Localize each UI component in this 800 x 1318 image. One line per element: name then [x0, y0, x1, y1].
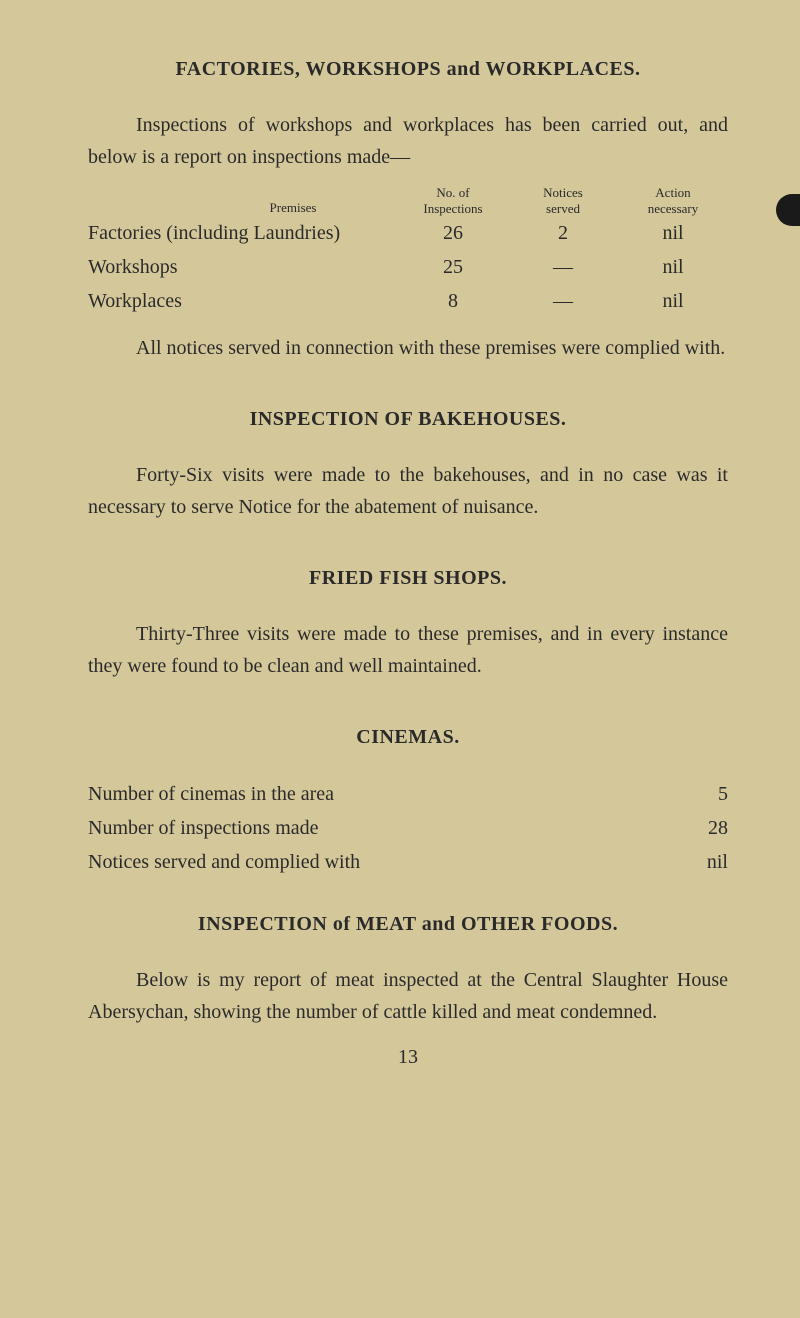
section5-body: Below is my report of meat inspected at … — [88, 964, 728, 1028]
row-action: nil — [618, 284, 728, 318]
table-row: Workshops25—nil — [88, 250, 728, 284]
row-label: Factories (including Laundries) — [88, 216, 398, 250]
section1-intro: Inspections of workshops and workplaces … — [88, 109, 728, 173]
row-inspections: 8 — [398, 284, 508, 318]
row-action: nil — [618, 250, 728, 284]
table-row: Workplaces8—nil — [88, 284, 728, 318]
section1-outro: All notices served in connection with th… — [88, 332, 728, 364]
cinema-value: nil — [678, 845, 728, 879]
list-item: Notices served and complied with nil — [88, 845, 728, 879]
header-notices: Noticesserved — [508, 185, 618, 216]
section3-body: Thirty-Three visits were made to these p… — [88, 618, 728, 682]
header-premises: Premises — [88, 200, 398, 216]
section4-title: CINEMAS. — [88, 726, 728, 749]
cinemas-list: Number of cinemas in the area5Number of … — [88, 777, 728, 879]
cinema-label: Number of inspections made — [88, 811, 598, 845]
list-item: Number of cinemas in the area 5 — [88, 777, 728, 811]
section2-body: Forty-Six visits were made to the bakeho… — [88, 459, 728, 523]
cinema-value: 5 — [678, 777, 728, 811]
row-action: nil — [618, 216, 728, 250]
section1-title: FACTORIES, WORKSHOPS and WORKPLACES. — [88, 58, 728, 81]
section5-title: INSPECTION of MEAT and OTHER FOODS. — [88, 913, 728, 936]
section3-title: FRIED FISH SHOPS. — [88, 567, 728, 590]
row-notices: 2 — [508, 216, 618, 250]
cinema-dots — [598, 777, 678, 811]
row-label: Workshops — [88, 250, 398, 284]
cinema-dots — [598, 845, 678, 879]
list-item: Number of inspections made 28 — [88, 811, 728, 845]
header-action: Actionnecessary — [618, 185, 728, 216]
row-notices: — — [508, 284, 618, 318]
row-label: Workplaces — [88, 284, 398, 318]
cinema-label: Number of cinemas in the area — [88, 777, 598, 811]
row-notices: — — [508, 250, 618, 284]
row-inspections: 26 — [398, 216, 508, 250]
section2-title: INSPECTION OF BAKEHOUSES. — [88, 408, 728, 431]
row-inspections: 25 — [398, 250, 508, 284]
inspections-table: Premises No. ofInspections Noticesserved… — [88, 185, 728, 318]
page-number: 13 — [88, 1046, 728, 1069]
header-inspections: No. ofInspections — [398, 185, 508, 216]
page-edge-mark — [776, 194, 800, 226]
cinema-dots — [598, 811, 678, 845]
cinema-label: Notices served and complied with — [88, 845, 598, 879]
cinema-value: 28 — [678, 811, 728, 845]
table-row: Factories (including Laundries)262nil — [88, 216, 728, 250]
table-header-row: Premises No. ofInspections Noticesserved… — [88, 185, 728, 216]
